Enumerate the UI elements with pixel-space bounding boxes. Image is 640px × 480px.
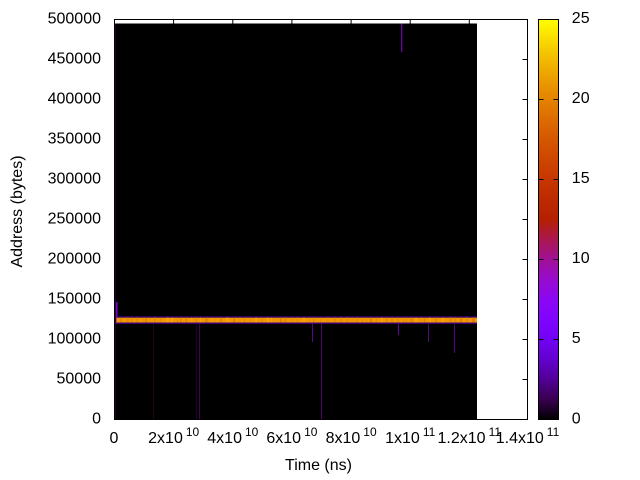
svg-text:250000: 250000 xyxy=(48,211,101,228)
svg-text:0: 0 xyxy=(110,430,119,447)
svg-text:10: 10 xyxy=(572,250,590,267)
svg-text:0: 0 xyxy=(572,411,581,428)
svg-text:300000: 300000 xyxy=(48,171,101,188)
svg-text:50000: 50000 xyxy=(57,371,102,388)
svg-text:25: 25 xyxy=(572,10,590,27)
svg-text:5: 5 xyxy=(572,330,581,347)
svg-text:20: 20 xyxy=(572,90,590,107)
svg-text:0: 0 xyxy=(92,411,101,428)
svg-text:150000: 150000 xyxy=(48,291,101,308)
svg-text:350000: 350000 xyxy=(48,131,101,148)
svg-text:500000: 500000 xyxy=(48,11,101,28)
svg-text:200000: 200000 xyxy=(48,251,101,268)
svg-text:450000: 450000 xyxy=(48,51,101,68)
svg-text:15: 15 xyxy=(572,170,590,187)
svg-text:Address (bytes): Address (bytes) xyxy=(9,155,26,267)
svg-text:400000: 400000 xyxy=(48,91,101,108)
svg-text:Time (ns): Time (ns) xyxy=(285,457,352,474)
svg-text:100000: 100000 xyxy=(48,331,101,348)
